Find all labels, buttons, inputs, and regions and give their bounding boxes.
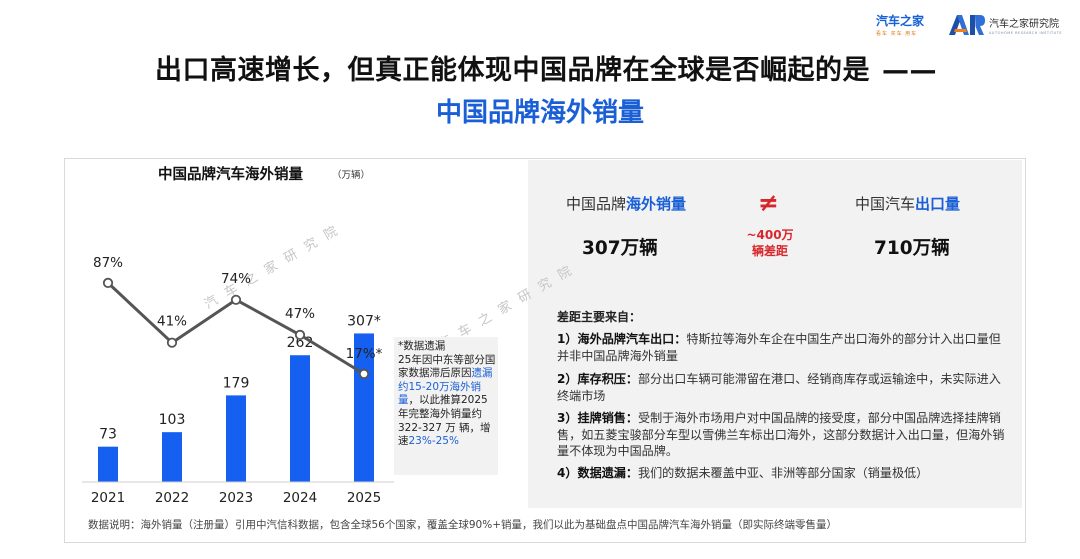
reason-item: 2）库存积压：部分出口车辆可能滞留在港口、经销商库存或运输途中，未实际进入终端市… [557,371,1009,404]
x-tick-label: 2022 [155,490,189,506]
chart-title: 中国品牌汽车海外销量 [158,167,303,183]
note-text: 25年因中东等部分国家数据滞后原因 [398,353,496,380]
x-tick-label: 2023 [219,490,253,506]
note-text: ，以此推算2025年完整海外销量约322-327 万 辆，增速 [398,394,491,448]
reason-title: 2）库存积压： [557,372,638,386]
growth-label: 17%* [346,346,383,362]
export-volume-label-prefix: 中国汽车 [855,195,916,213]
ar-logo-icon [949,15,985,35]
reason-title: 3）挂牌销售： [557,411,638,425]
sales-bar-label: 307* [347,313,381,329]
growth-label: 74% [221,271,251,287]
growth-point [358,368,370,379]
reason-title: 1）海外品牌汽车出口： [557,332,687,346]
note-highlight: 遗漏约15-20万海外销量 [398,367,493,407]
data-source-note: 数据说明：海外销量（注册量）引用中汽信科数据，包含全球56个国家，覆盖全球90%… [88,519,837,531]
reason-item: 3）挂牌销售：受制于海外市场用户对中国品牌的接受度，部分中国品牌选择挂牌销售，如… [557,410,1009,460]
reasons-heading: 差距主要来自： [557,310,642,324]
reason-item: 1）海外品牌汽车出口：特斯拉等海外车企在中国生产出口海外的部分计入出口量但并非中… [557,331,1009,364]
growth-point [230,294,242,305]
page-title: 出口高速增长，但真正能体现中国品牌在全球是否崛起的是 —— [0,48,1080,87]
not-equal-icon: ≠ [758,188,779,217]
comparison-panel [528,160,1022,508]
gap-label-text: 辆差距 [751,244,788,258]
note-box [394,337,498,475]
x-tick-label: 2021 [91,490,125,506]
export-volume-label-highlight: 出口量 [915,195,961,213]
reason-text: 部分出口车辆可能滞留在港口、经销商库存或运输途中，未实际进入终端市场 [557,372,1001,403]
export-volume-value: 710万辆 [874,238,950,259]
data-omission-note: *数据遗漏 25年因中东等部分国家数据滞后原因遗漏约15-20万海外销量，以此推算… [398,340,496,449]
x-tick-label: 2024 [283,490,317,506]
overseas-sales-label-highlight: 海外销量 [626,195,687,213]
page-subtitle: 中国品牌海外销量 [435,98,644,128]
reason-item: 4）数据遗漏：我们的数据未覆盖中亚、非洲等部分国家（销量极低） [557,465,1009,482]
content-frame [64,158,1026,543]
page-title-dash: —— [882,55,937,86]
sales-bar-label: 179 [223,375,250,391]
research-institute-en-name: AUTOHOME RESEARCH INSTITUTE [989,31,1063,35]
growth-point [102,277,114,289]
chart-unit: （万辆） [332,170,371,181]
growth-label: 87% [93,255,123,271]
sales-bar-label: 103 [159,412,186,428]
reason-text: 受制于海外市场用户对中国品牌的接受度，部分中国品牌选择挂牌销售，如五菱宝骏部分车… [557,411,1005,458]
reason-text: 特斯拉等海外车企在中国生产出口海外的部分计入出口量但并非中国品牌海外销量 [557,332,1001,363]
note-heading: *数据遗漏 [398,340,446,352]
autohome-logo-slogan: 看车 买车 用车 [876,31,918,37]
research-institute-logo: 汽车之家研究院 AUTOHOME RESEARCH INSTITUTE [948,12,1062,38]
growth-point [166,337,178,348]
sales-bar [226,395,246,482]
note-growth-highlight: 23%-25% [408,435,459,448]
reason-title: 4）数据遗漏： [557,466,638,480]
growth-label: 41% [157,314,187,330]
x-tick-label: 2025 [347,490,381,506]
reason-text: 我们的数据未覆盖中亚、非洲等部分国家（销量极低） [637,466,929,480]
gap-label: ~400万辆差距 [738,227,802,259]
export-volume-label: 中国汽车出口量 [855,193,960,214]
autohome-logo: 汽车之家 看车 买车 用车 [876,12,936,38]
sales-bar [98,446,118,482]
gap-label-value: ~400万 [746,228,794,242]
overseas-sales-label-prefix: 中国品牌 [566,195,627,213]
sales-bar [290,355,310,482]
growth-point [294,329,306,340]
autohome-logo-name: 汽车之家 [876,14,925,28]
overseas-sales-label: 中国品牌海外销量 [566,193,686,214]
growth-label: 47% [285,306,315,322]
page-title-text: 出口高速增长，但真正能体现中国品牌在全球是否崛起的是 [155,55,870,86]
research-institute-name: 汽车之家研究院 [989,19,1059,30]
sales-bar [162,432,182,482]
overseas-sales-value: 307万辆 [582,238,658,259]
sales-bar-label: 73 [99,427,117,443]
